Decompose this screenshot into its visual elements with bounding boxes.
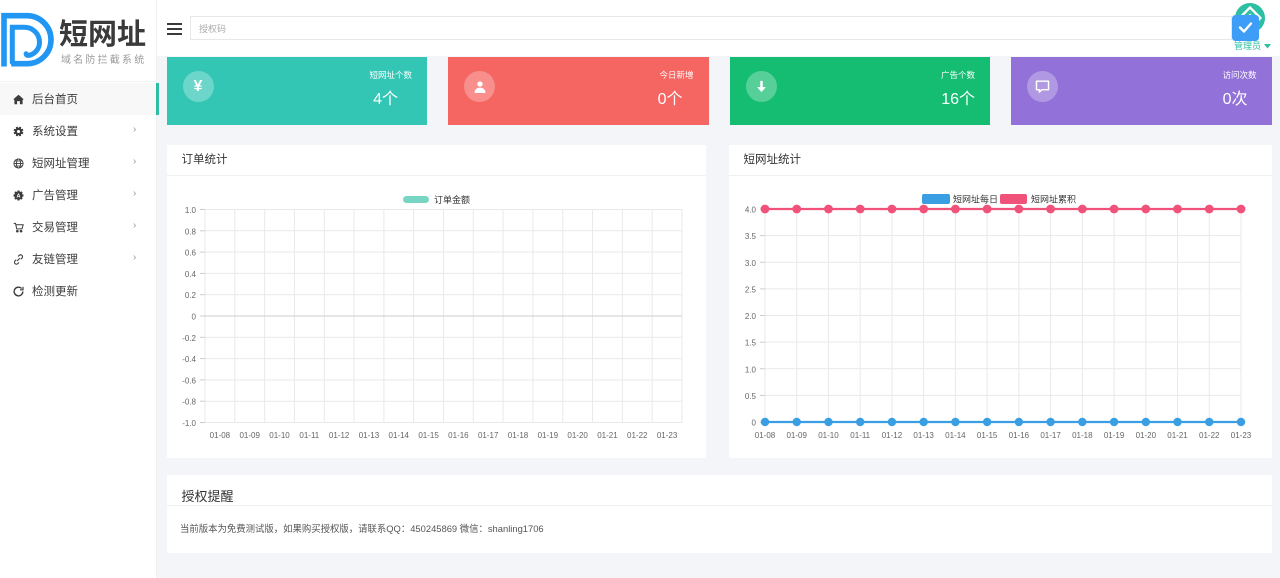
svg-text:01-15: 01-15 xyxy=(418,431,439,440)
svg-text:0.5: 0.5 xyxy=(744,391,756,400)
svg-text:01-13: 01-13 xyxy=(358,431,379,440)
svg-text:01-15: 01-15 xyxy=(976,431,997,440)
svg-text:4.0: 4.0 xyxy=(744,205,756,214)
svg-text:01-19: 01-19 xyxy=(537,431,558,440)
svg-text:-0.8: -0.8 xyxy=(182,397,196,406)
svg-text:3.0: 3.0 xyxy=(744,258,756,267)
svg-text:1.5: 1.5 xyxy=(744,338,756,347)
svg-text:01-18: 01-18 xyxy=(1072,431,1093,440)
svg-text:-0.6: -0.6 xyxy=(182,376,196,385)
svg-text:01-16: 01-16 xyxy=(448,431,469,440)
svg-text:短网址每日: 短网址每日 xyxy=(953,193,998,204)
svg-text:0.6: 0.6 xyxy=(184,248,196,257)
svg-text:01-12: 01-12 xyxy=(881,431,902,440)
svg-text:-0.4: -0.4 xyxy=(182,355,196,364)
svg-text:订单金额: 订单金额 xyxy=(434,194,470,205)
svg-text:0.8: 0.8 xyxy=(184,227,196,236)
svg-text:01-09: 01-09 xyxy=(786,431,807,440)
svg-text:0.2: 0.2 xyxy=(184,291,196,300)
svg-text:1.0: 1.0 xyxy=(184,206,196,215)
svg-text:01-14: 01-14 xyxy=(388,431,409,440)
svg-text:01-18: 01-18 xyxy=(507,431,528,440)
svg-text:01-11: 01-11 xyxy=(299,431,319,440)
svg-text:01-22: 01-22 xyxy=(627,431,648,440)
svg-text:短网址累积: 短网址累积 xyxy=(1031,193,1076,204)
svg-text:01-12: 01-12 xyxy=(328,431,349,440)
svg-text:1.0: 1.0 xyxy=(744,365,756,374)
svg-text:A: A xyxy=(17,193,21,199)
svg-text:01-10: 01-10 xyxy=(818,431,839,440)
svg-text:3.5: 3.5 xyxy=(744,232,756,241)
svg-text:-0.2: -0.2 xyxy=(182,333,196,342)
svg-text:01-11: 01-11 xyxy=(850,431,870,440)
svg-text:01-16: 01-16 xyxy=(1008,431,1029,440)
svg-text:01-23: 01-23 xyxy=(1230,431,1251,440)
svg-text:01-22: 01-22 xyxy=(1199,431,1220,440)
svg-text:01-17: 01-17 xyxy=(1040,431,1061,440)
svg-text:01-20: 01-20 xyxy=(567,431,588,440)
svg-text:01-23: 01-23 xyxy=(656,431,677,440)
svg-text:01-08: 01-08 xyxy=(754,431,775,440)
svg-text:-1.0: -1.0 xyxy=(182,419,196,428)
svg-text:01-21: 01-21 xyxy=(597,431,618,440)
svg-text:2.0: 2.0 xyxy=(744,312,756,321)
svg-text:01-20: 01-20 xyxy=(1135,431,1156,440)
svg-text:01-13: 01-13 xyxy=(913,431,934,440)
svg-text:01-10: 01-10 xyxy=(269,431,290,440)
svg-text:01-19: 01-19 xyxy=(1103,431,1124,440)
svg-text:2.5: 2.5 xyxy=(744,285,756,294)
svg-text:0: 0 xyxy=(191,312,196,321)
svg-text:01-09: 01-09 xyxy=(239,431,260,440)
svg-text:01-14: 01-14 xyxy=(945,431,966,440)
svg-text:0.4: 0.4 xyxy=(184,269,196,278)
svg-text:01-17: 01-17 xyxy=(477,431,498,440)
svg-text:01-08: 01-08 xyxy=(209,431,230,440)
svg-text:01-21: 01-21 xyxy=(1167,431,1188,440)
svg-text:0: 0 xyxy=(751,418,756,427)
